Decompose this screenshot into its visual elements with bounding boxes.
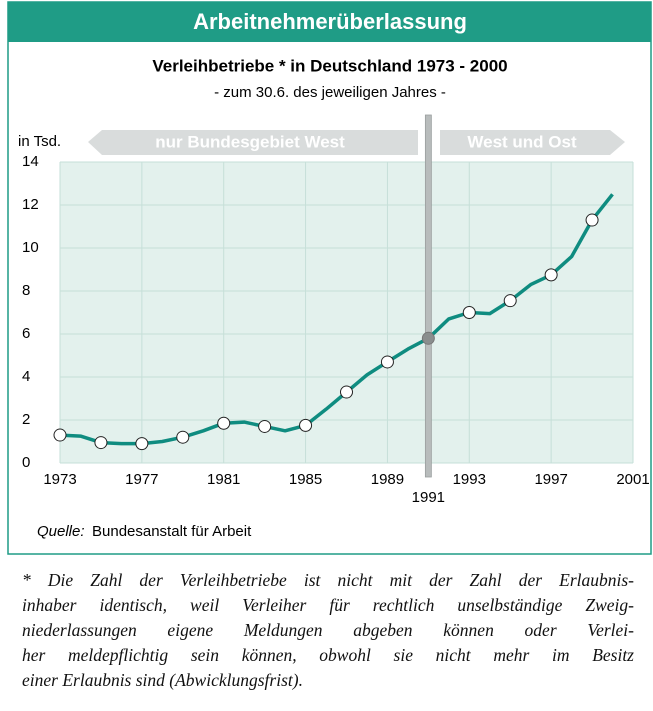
data-point [340,385,353,399]
y-tick-label: 0 [22,454,30,471]
x-tick-label: 1985 [289,471,322,488]
chart-title: Verleihbetriebe * in Deutschland 1973 - … [152,56,507,75]
source-label: Quelle: [37,523,85,540]
y-tick-label: 14 [22,153,39,170]
chart-subtitle: - zum 30.6. des jeweiligen Jahres - [214,84,446,101]
data-point [176,430,190,444]
x-tick-label: 1993 [453,471,486,488]
source: Bundesanstalt für Arbeit [92,523,252,540]
data-point [544,268,558,282]
data-point [135,437,149,451]
data-line [59,193,614,446]
y-tick-label: 6 [22,325,30,342]
region-banner [440,130,625,155]
data-point [462,306,476,319]
footnote-line: niederlassungen eigene Meldungen abgeben… [22,620,634,640]
data-point [258,419,272,433]
chart: Arbeitnehmerüberlassung Verleihbetriebe … [7,1,652,555]
data-point [421,331,435,345]
divider [424,114,432,478]
region-banner [88,130,418,155]
plot-area [60,162,633,463]
y-tick-label: 4 [22,368,30,385]
data-point [217,416,231,430]
header-title: Arbeitnehmerüberlassung [193,9,467,34]
data-point [380,355,394,369]
x-tick-label: 1977 [125,471,158,488]
y-axis-label: in Tsd. [18,133,61,150]
x-tick-label: 1973 [43,471,76,488]
y-tick-label: 8 [22,282,30,299]
region-label: West und Ost [467,132,577,151]
y-tick-label: 2 [22,411,30,428]
y-tick-label: 10 [22,239,39,256]
footnote-line: her meldepflichtig sein können, obwohl s… [22,645,634,665]
x-tick-label: 1989 [371,471,404,488]
footnote-line: inhaber identisch, weil Verleiher für re… [22,595,634,615]
data-point [585,213,599,227]
x-tick-label: 1981 [207,471,240,488]
data-point [503,294,517,308]
footnote: * Die Zahl der Verleihbetriebe ist nicht… [22,568,634,693]
data-point [299,418,313,432]
data-point [53,428,67,442]
y-tick-label: 12 [22,196,39,213]
footnote-line: einer Erlaubnis sind (Abwicklungsfrist). [22,670,303,690]
region-label: nur Bundesgebiet West [155,132,345,151]
x-tick-label: 2001 [616,471,649,488]
footnote-line: * Die Zahl der Verleihbetriebe ist nicht… [22,570,634,590]
x-tick-label: 1991 [412,489,445,506]
data-point [94,436,108,450]
x-tick-label: 1997 [534,471,567,488]
header-bar [8,2,651,42]
